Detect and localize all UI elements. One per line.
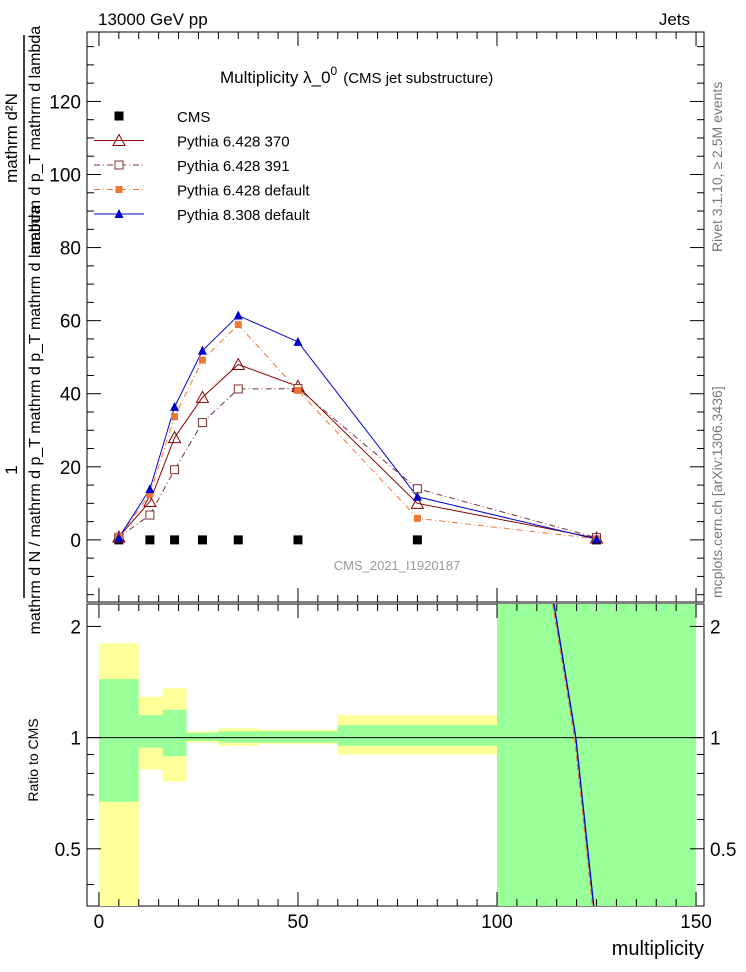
data-point	[231, 357, 246, 370]
main-y-axis-label: 1 mathrm d²N mathrm d p_T mathrm d lambd…	[2, 26, 44, 635]
data-point	[197, 535, 207, 545]
main-y-tick-label: 60	[60, 312, 81, 333]
data-point	[197, 418, 207, 428]
plot-title-sup: 0	[331, 64, 338, 78]
mcplots-label: mcplots.cern.ch [arXiv:1306.3436]	[709, 386, 725, 598]
ylabel-fraction-top: mathrm d²N	[2, 93, 21, 183]
series-line	[118, 323, 597, 540]
plot-title-main: Multiplicity λ_0	[220, 68, 331, 87]
ratio-line	[552, 603, 594, 907]
ratio-band-stat	[162, 709, 187, 757]
data-point	[412, 491, 422, 501]
series-line	[118, 363, 597, 539]
ylabel-fraction-bottom: mathrm d N / mathrm d p_T mathrm d p_T m…	[27, 205, 44, 634]
ratio-y-tick-label-right: 1	[710, 729, 721, 750]
analysis-id-label: CMS_2021_I1920187	[334, 558, 461, 573]
x-axis-label: multiplicity	[612, 938, 704, 960]
data-point	[233, 535, 243, 545]
axes-layer: 0 20 40 60 80 100 120 0 50 100 150 0.5 0.5 1 1 2 2	[49, 32, 736, 933]
ratio-y-axis-label: Ratio to CMS	[25, 718, 41, 801]
data-point	[145, 510, 155, 520]
data-point	[410, 496, 425, 509]
data-point	[294, 386, 302, 394]
series-line	[118, 388, 597, 539]
main-y-tick-label: 100	[49, 166, 81, 187]
ratio-band-stat	[186, 732, 219, 741]
legend-label: Pythia 8.308 default	[177, 207, 310, 224]
ratio-band-stat	[258, 731, 338, 743]
ylabel-fraction-top-b: mathrm d p_T mathrm d lambda	[27, 26, 44, 254]
legend-marker	[115, 186, 123, 193]
data-point	[233, 310, 243, 320]
x-tick-label: 150	[680, 912, 712, 933]
data-point	[293, 336, 303, 346]
legend-label: Pythia 6.428 default	[177, 183, 310, 200]
data-point	[233, 384, 243, 394]
data-point	[146, 490, 154, 498]
legend-marker	[114, 111, 124, 121]
legend-marker	[114, 209, 124, 218]
x-tick-label: 50	[287, 912, 308, 933]
data-point	[197, 345, 207, 355]
series-line	[118, 314, 597, 540]
ratio-band-stat	[497, 604, 697, 906]
data-point	[170, 401, 180, 411]
main-y-tick-label: 80	[60, 239, 81, 260]
data-point	[167, 430, 182, 444]
data-point	[592, 534, 602, 544]
x-tick-label: 0	[94, 912, 105, 933]
plot-title: Multiplicity λ_00 (CMS jet substructure)	[220, 64, 493, 87]
ratio-layer	[87, 603, 704, 907]
main-y-tick-label: 40	[60, 385, 81, 406]
legend-label: Pythia 6.428 370	[177, 134, 290, 151]
main-y-tick-label: 20	[60, 458, 81, 479]
ratio-y-tick-label-right: 2	[710, 617, 721, 638]
legend-label: Pythia 6.428 391	[177, 158, 290, 175]
energy-label: 13000 GeV pp	[98, 10, 208, 29]
legend-marker	[112, 133, 126, 146]
ratio-band-stat	[337, 725, 498, 746]
data-point	[143, 494, 157, 508]
main-y-tick-label: 0	[70, 531, 81, 552]
main-plot-frame	[86, 31, 705, 603]
data-point	[170, 465, 180, 475]
data-point	[412, 535, 422, 545]
data-point	[293, 535, 303, 545]
ratio-band-stat	[138, 715, 163, 748]
data-point	[114, 532, 124, 542]
data-point	[145, 535, 155, 545]
ratio-y-tick-label: 1	[70, 729, 81, 750]
data-point	[170, 535, 180, 545]
data-point	[171, 413, 179, 421]
ratio-band-stat	[98, 679, 139, 802]
data-point	[195, 390, 210, 403]
main-layer	[112, 310, 604, 545]
plot-subtitle: (CMS jet substructure)	[343, 70, 493, 87]
rivet-label: Rivet 3.1.10, ≥ 2.5M events	[709, 82, 725, 252]
ratio-y-tick-label-right: 0.5	[710, 840, 736, 861]
ratio-y-tick-label: 0.5	[55, 840, 81, 861]
ratio-band-stat	[218, 731, 259, 743]
category-label: Jets	[659, 10, 690, 29]
legend: CMS Pythia 6.428 370 Pythia 6.428 391 Pythi…	[94, 109, 310, 224]
data-point	[412, 484, 422, 494]
data-point	[234, 321, 242, 329]
ratio-y-tick-label: 2	[70, 617, 81, 638]
x-tick-label: 100	[481, 912, 513, 933]
legend-marker	[114, 160, 124, 170]
main-y-tick-label: 120	[49, 92, 81, 113]
legend-label: CMS	[177, 109, 210, 126]
ylabel-numerator: 1	[2, 465, 21, 474]
data-point	[198, 356, 206, 364]
ratio-line	[553, 603, 595, 907]
data-point	[413, 514, 421, 522]
data-point	[145, 484, 155, 494]
